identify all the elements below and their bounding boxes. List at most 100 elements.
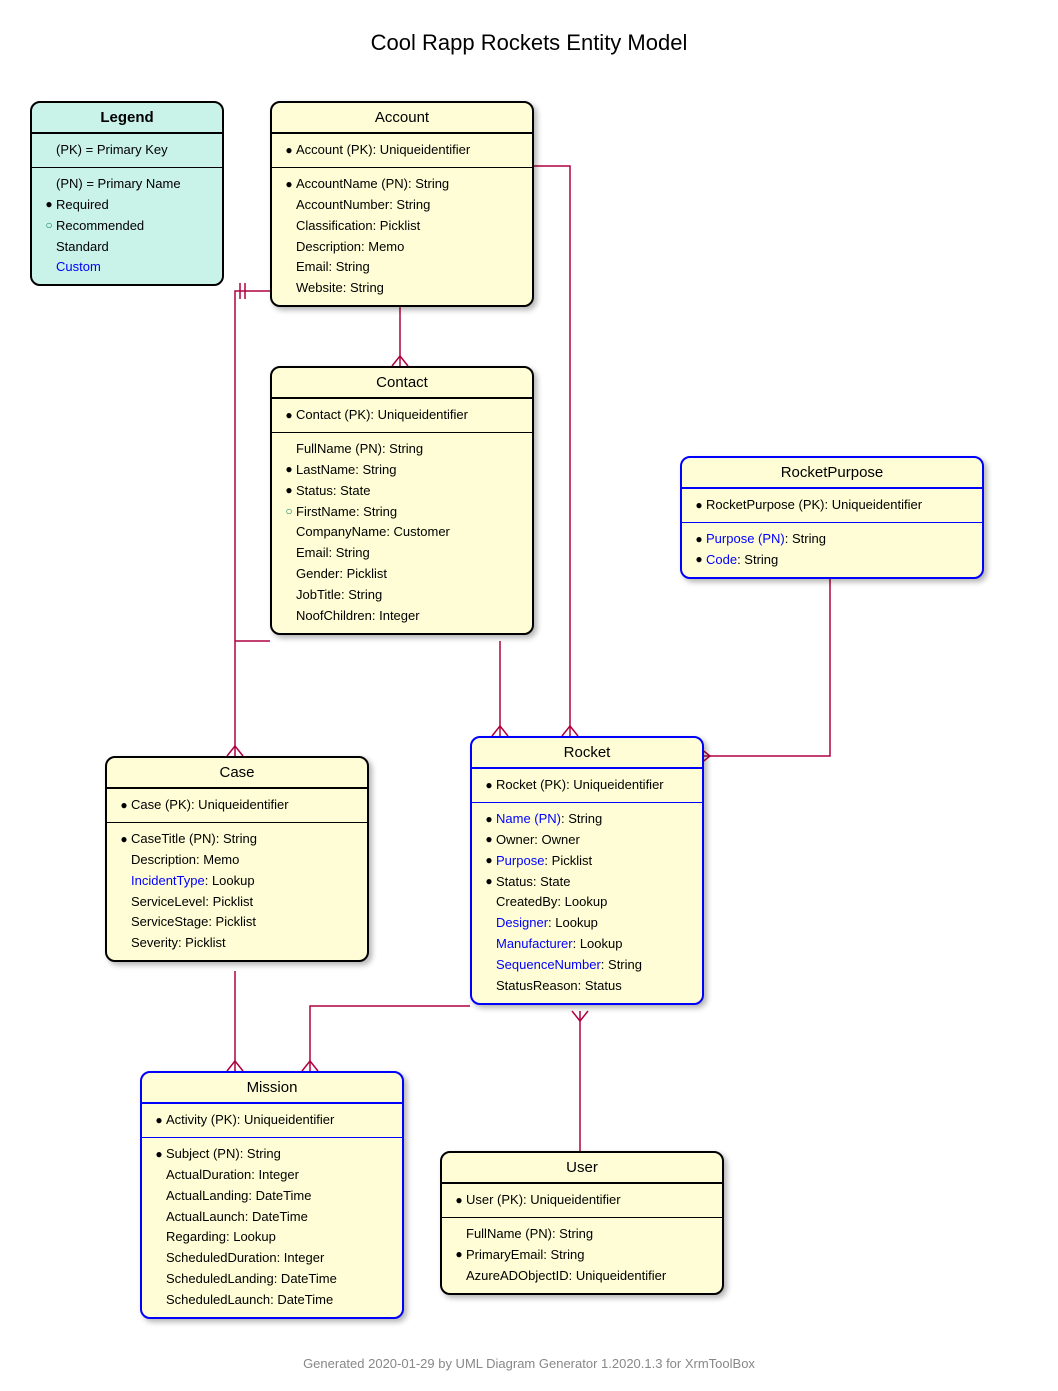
entity-title: Mission bbox=[142, 1073, 402, 1104]
crowfoot-icon bbox=[302, 1061, 318, 1071]
attrs-section: ●Name (PN): String●Owner: Owner●Purpose:… bbox=[472, 803, 702, 1003]
attribute-label: CreatedBy: Lookup bbox=[496, 894, 607, 911]
recommended-bullet-icon: ○ bbox=[282, 504, 296, 520]
legend-title: Legend bbox=[32, 103, 222, 134]
diagram-canvas: Legend(PK) = Primary Key(PN) = Primary N… bbox=[20, 76, 1038, 1356]
attribute-label: JobTitle: String bbox=[296, 587, 382, 604]
attribute-row: ●Status: State bbox=[282, 481, 522, 502]
required-bullet-icon: ● bbox=[282, 483, 296, 499]
attribute-label: StatusReason: Status bbox=[496, 978, 622, 995]
crowfoot-icon bbox=[227, 1061, 243, 1071]
attribute-label: Purpose: Picklist bbox=[496, 853, 592, 870]
attribute-label: ActualLanding: DateTime bbox=[166, 1188, 312, 1205]
attribute-label: ActualDuration: Integer bbox=[166, 1167, 299, 1184]
attribute-row: IncidentType: Lookup bbox=[117, 871, 357, 892]
attribute-label: Severity: Picklist bbox=[131, 935, 226, 952]
attribute-row: CompanyName: Customer bbox=[282, 522, 522, 543]
legend-box: Legend(PK) = Primary Key(PN) = Primary N… bbox=[30, 101, 224, 286]
required-bullet-icon: ● bbox=[282, 462, 296, 478]
crowfoot-icon bbox=[492, 726, 508, 736]
attribute-row: Website: String bbox=[282, 278, 522, 299]
attribute-label: Description: Memo bbox=[131, 852, 239, 869]
pk-section: ●Account (PK): Uniqueidentifier bbox=[272, 134, 532, 168]
attribute-label: AccountNumber: String bbox=[296, 197, 430, 214]
attribute-label: ServiceStage: Picklist bbox=[131, 914, 256, 931]
pk-section: ●Case (PK): Uniqueidentifier bbox=[107, 789, 367, 823]
required-bullet-icon: ● bbox=[152, 1113, 166, 1129]
attribute-row: FullName (PN): String bbox=[452, 1224, 712, 1245]
entity-title: Rocket bbox=[472, 738, 702, 769]
attribute-label: IncidentType: Lookup bbox=[131, 873, 255, 890]
attribute-label: ScheduledLaunch: DateTime bbox=[166, 1292, 333, 1309]
required-bullet-icon: ● bbox=[452, 1247, 466, 1263]
attribute-row: Designer: Lookup bbox=[482, 913, 692, 934]
required-bullet-icon: ● bbox=[282, 143, 296, 159]
entity-rocket: Rocket●Rocket (PK): Uniqueidentifier●Nam… bbox=[470, 736, 704, 1005]
attribute-row: ScheduledLanding: DateTime bbox=[152, 1269, 392, 1290]
attribute-row: ●Status: State bbox=[482, 872, 692, 893]
entity-title: RocketPurpose bbox=[682, 458, 982, 489]
legend-pk-row: (PK) = Primary Key bbox=[42, 140, 212, 161]
entity-contact: Contact ●Contact (PK): Uniqueidentifier Fu… bbox=[270, 366, 534, 635]
required-bullet-icon: ● bbox=[692, 532, 706, 548]
attribute-row: SequenceNumber: String bbox=[482, 955, 692, 976]
attribute-row: Classification: Picklist bbox=[282, 216, 522, 237]
attribute-row: Gender: Picklist bbox=[282, 564, 522, 585]
legend-row: Standard bbox=[42, 237, 212, 258]
required-bullet-icon: ● bbox=[117, 832, 131, 848]
attribute-row: Email: String bbox=[282, 257, 522, 278]
required-bullet-icon: ● bbox=[282, 177, 296, 193]
attribute-row: ScheduledDuration: Integer bbox=[152, 1248, 392, 1269]
attribute-row: ●RocketPurpose (PK): Uniqueidentifier bbox=[692, 495, 972, 516]
required-bullet-icon: ● bbox=[482, 874, 496, 890]
attrs-section: ●Purpose (PN): String●Code: String bbox=[682, 523, 982, 577]
attribute-row: ●PrimaryEmail: String bbox=[452, 1245, 712, 1266]
attribute-label: Classification: Picklist bbox=[296, 218, 420, 235]
attribute-label: Rocket (PK): Uniqueidentifier bbox=[496, 777, 664, 794]
attribute-label: Owner: Owner bbox=[496, 832, 580, 849]
attribute-row: ServiceLevel: Picklist bbox=[117, 892, 357, 913]
attribute-label: Email: String bbox=[296, 545, 370, 562]
entity-rocketpurpose: RocketPurpose ●RocketPurpose (PK): Unique… bbox=[680, 456, 984, 579]
attribute-label: Status: State bbox=[296, 483, 370, 500]
legend-row: Custom bbox=[42, 257, 212, 278]
pk-section: ●Rocket (PK): Uniqueidentifier bbox=[472, 769, 702, 803]
attribute-row: AzureADObjectID: Uniqueidentifier bbox=[452, 1266, 712, 1287]
attribute-label: Activity (PK): Uniqueidentifier bbox=[166, 1112, 334, 1129]
attribute-label: SequenceNumber: String bbox=[496, 957, 642, 974]
attribute-row: ●Activity (PK): Uniqueidentifier bbox=[152, 1110, 392, 1131]
entity-title: Contact bbox=[272, 368, 532, 399]
attribute-label: Designer: Lookup bbox=[496, 915, 598, 932]
attribute-label: FullName (PN): String bbox=[466, 1226, 593, 1243]
attribute-row: ●LastName: String bbox=[282, 460, 522, 481]
attribute-label: ServiceLevel: Picklist bbox=[131, 894, 253, 911]
entity-case: Case●Case (PK): Uniqueidentifier●CaseTit… bbox=[105, 756, 369, 962]
entity-title: Case bbox=[107, 758, 367, 789]
pk-section: ●User (PK): Uniqueidentifier bbox=[442, 1184, 722, 1218]
attribute-label: CaseTitle (PN): String bbox=[131, 831, 257, 848]
attribute-row: Severity: Picklist bbox=[117, 933, 357, 954]
attribute-row: ServiceStage: Picklist bbox=[117, 912, 357, 933]
attribute-label: NoofChildren: Integer bbox=[296, 608, 420, 625]
attribute-label: Name (PN): String bbox=[496, 811, 602, 828]
attribute-label: FullName (PN): String bbox=[296, 441, 423, 458]
attribute-row: ActualLanding: DateTime bbox=[152, 1186, 392, 1207]
attribute-label: Code: String bbox=[706, 552, 778, 569]
attribute-row: ●CaseTitle (PN): String bbox=[117, 829, 357, 850]
attribute-row: ○FirstName: String bbox=[282, 502, 522, 523]
attrs-section: FullName (PN): String ●PrimaryEmail: Stri… bbox=[442, 1218, 722, 1293]
required-bullet-icon: ● bbox=[692, 498, 706, 514]
attribute-row: ●Contact (PK): Uniqueidentifier bbox=[282, 405, 522, 426]
legend-row: ●Required bbox=[42, 195, 212, 216]
required-bullet-icon: ● bbox=[117, 798, 131, 814]
required-bullet-icon: ● bbox=[452, 1193, 466, 1209]
entity-account: Account●Account (PK): Uniqueidentifier●A… bbox=[270, 101, 534, 307]
pk-section: ●Contact (PK): Uniqueidentifier bbox=[272, 399, 532, 433]
required-bullet-icon: ● bbox=[282, 408, 296, 424]
attribute-label: ScheduledLanding: DateTime bbox=[166, 1271, 337, 1288]
attribute-label: Status: State bbox=[496, 874, 570, 891]
required-bullet-icon: ● bbox=[482, 853, 496, 869]
crowfoot-icon bbox=[392, 356, 408, 366]
crowfoot-icon bbox=[227, 746, 243, 756]
entity-title: User bbox=[442, 1153, 722, 1184]
